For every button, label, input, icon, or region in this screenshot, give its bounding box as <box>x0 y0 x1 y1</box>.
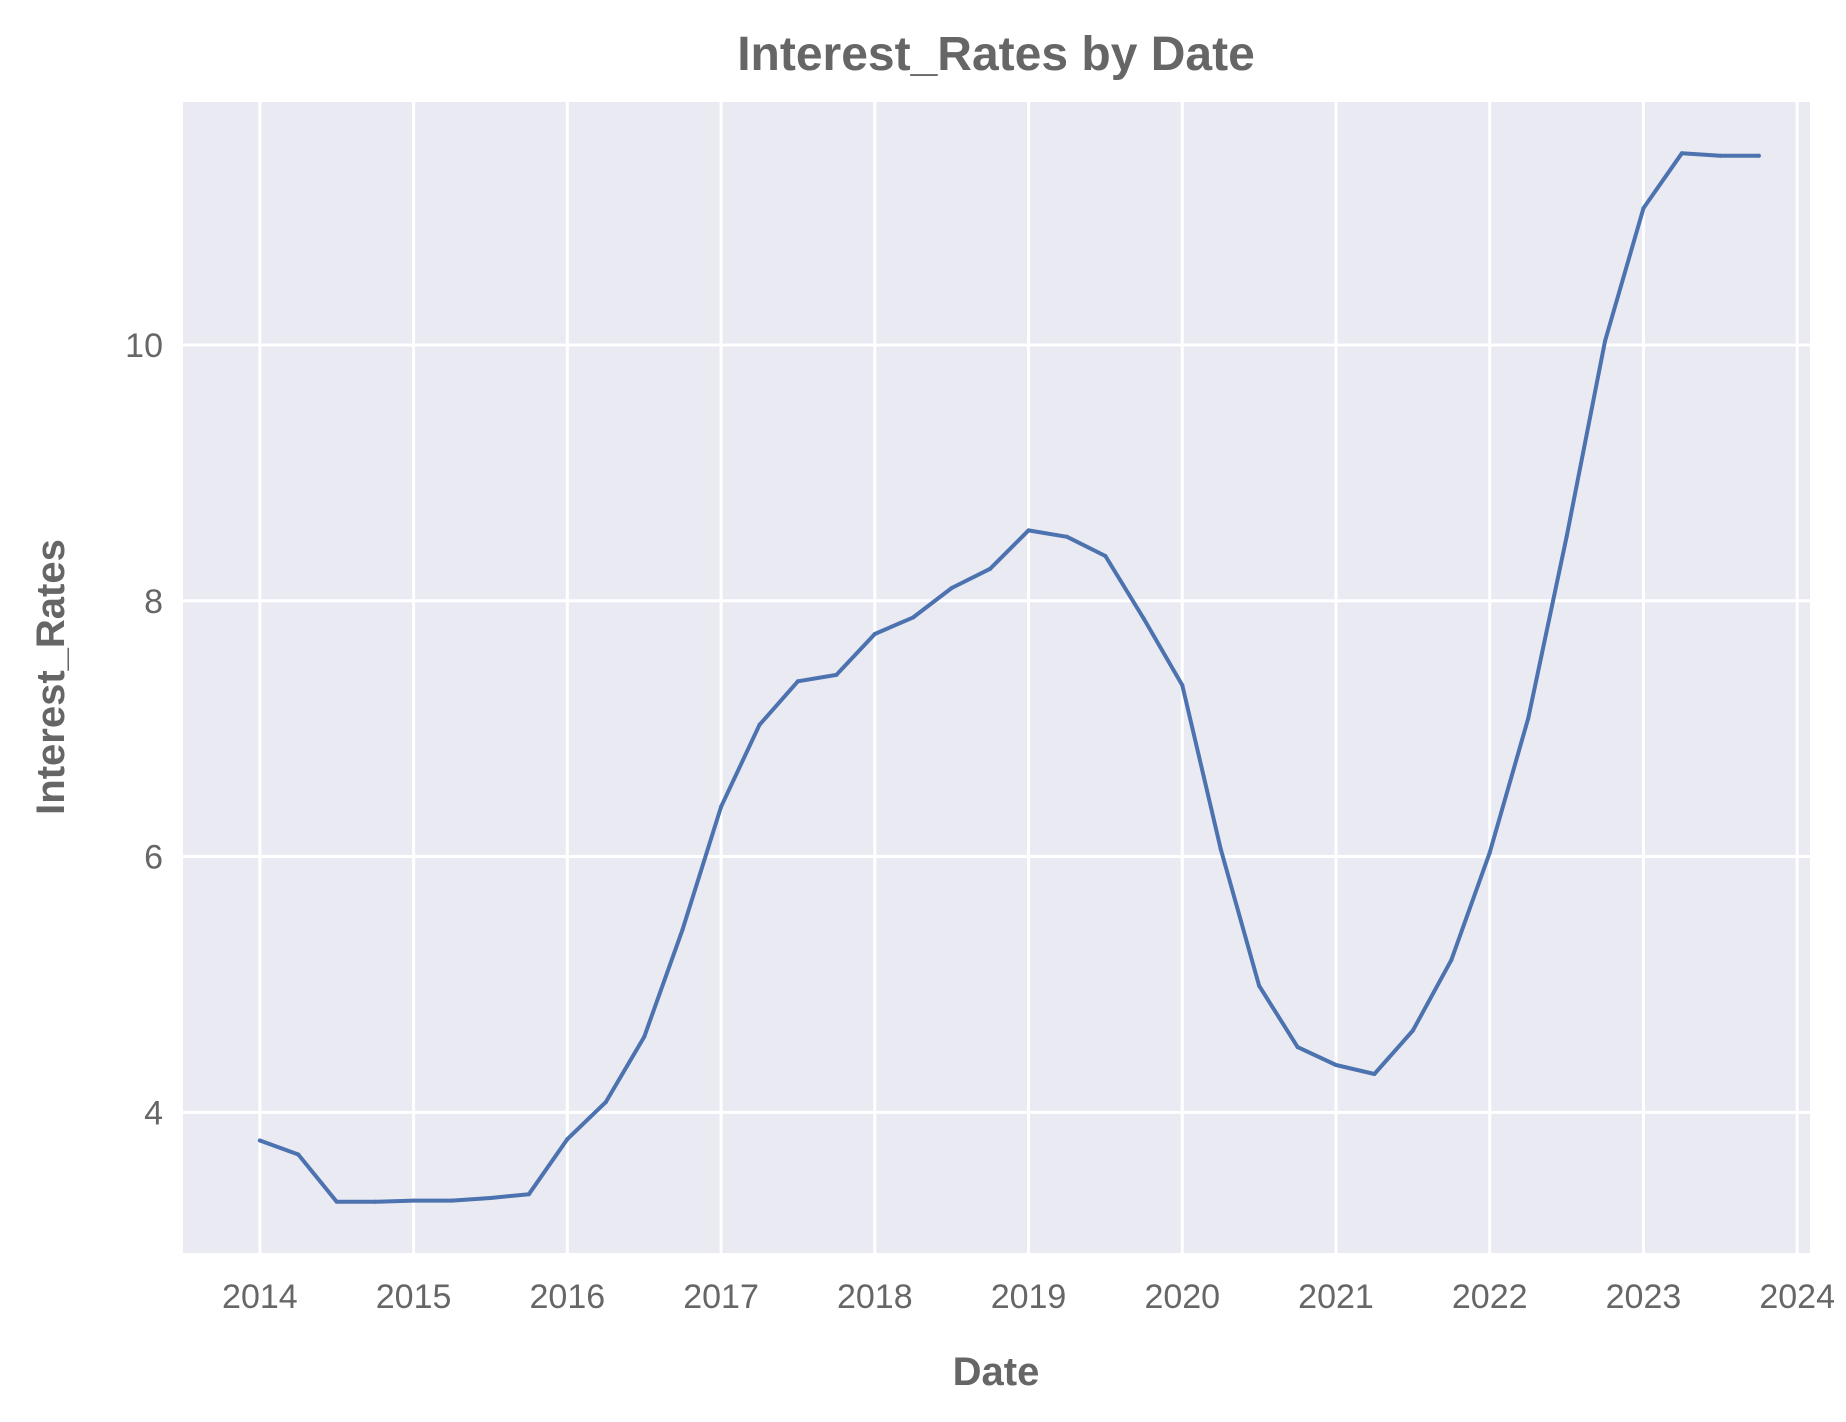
x-tick-label: 2018 <box>837 1278 913 1316</box>
data-point <box>526 1192 531 1197</box>
x-tick-label: 2021 <box>1298 1278 1374 1316</box>
y-tick-label: 10 <box>125 327 163 365</box>
chart-title: Interest_Rates by Date <box>737 28 1255 81</box>
y-axis-label: Interest_Rates <box>29 539 73 815</box>
x-tick-label: 2015 <box>376 1278 452 1316</box>
data-point <box>1718 153 1723 158</box>
data-point <box>1603 339 1607 344</box>
x-axis-label: Date <box>953 1350 1040 1394</box>
data-point <box>565 1137 570 1142</box>
y-tick-labels: 4 6 8 10 <box>125 327 163 1132</box>
data-point <box>988 566 993 571</box>
data-point <box>795 679 800 684</box>
grid-lines <box>183 102 1810 1253</box>
data-point <box>334 1199 339 1204</box>
data-point <box>1564 534 1569 539</box>
data-point <box>373 1199 378 1204</box>
x-tick-label: 2014 <box>222 1278 298 1316</box>
data-point <box>1679 151 1684 156</box>
data-point <box>257 1138 262 1143</box>
plot-area <box>183 102 1810 1253</box>
y-tick-label: 6 <box>144 839 163 877</box>
data-point <box>719 804 724 809</box>
data-point <box>1180 683 1185 688</box>
data-point <box>1103 554 1108 558</box>
data-point <box>680 927 685 932</box>
data-point <box>1218 846 1223 851</box>
data-point <box>1641 206 1646 211</box>
data-point <box>603 1100 608 1105</box>
data-point <box>757 722 762 727</box>
x-tick-label: 2022 <box>1452 1278 1528 1316</box>
data-point <box>1257 983 1262 988</box>
x-tick-label: 2019 <box>991 1278 1067 1316</box>
data-point <box>1026 528 1031 533</box>
data-point <box>1410 1028 1415 1033</box>
data-point <box>949 586 954 590</box>
data-point <box>411 1198 416 1203</box>
data-point <box>1141 616 1146 621</box>
x-tick-labels: 2014 2015 2016 2017 2018 2019 2020 2021 2022 2023… <box>222 1278 1835 1316</box>
data-point <box>1526 716 1531 721</box>
data-point <box>1756 153 1761 158</box>
data-point <box>1449 958 1454 963</box>
x-tick-label: 2017 <box>683 1278 759 1316</box>
x-tick-label: 2024 <box>1759 1278 1835 1316</box>
data-points <box>257 151 1761 1204</box>
data-point <box>872 632 877 636</box>
data-point <box>488 1196 493 1200</box>
data-point <box>1334 1063 1338 1067</box>
data-point <box>1372 1072 1377 1076</box>
data-point <box>296 1152 301 1157</box>
y-tick-label: 8 <box>144 583 163 621</box>
data-point <box>911 615 916 620</box>
data-point <box>1487 850 1492 855</box>
data-point <box>642 1034 647 1039</box>
interest-rates-line <box>257 151 1761 1204</box>
data-point <box>834 672 839 677</box>
x-tick-label: 2016 <box>530 1278 606 1316</box>
data-point <box>1065 534 1069 539</box>
data-point <box>1295 1045 1300 1050</box>
data-point <box>450 1198 454 1203</box>
x-tick-label: 2023 <box>1606 1278 1682 1316</box>
x-tick-label: 2020 <box>1144 1278 1220 1316</box>
y-tick-label: 4 <box>144 1094 163 1132</box>
